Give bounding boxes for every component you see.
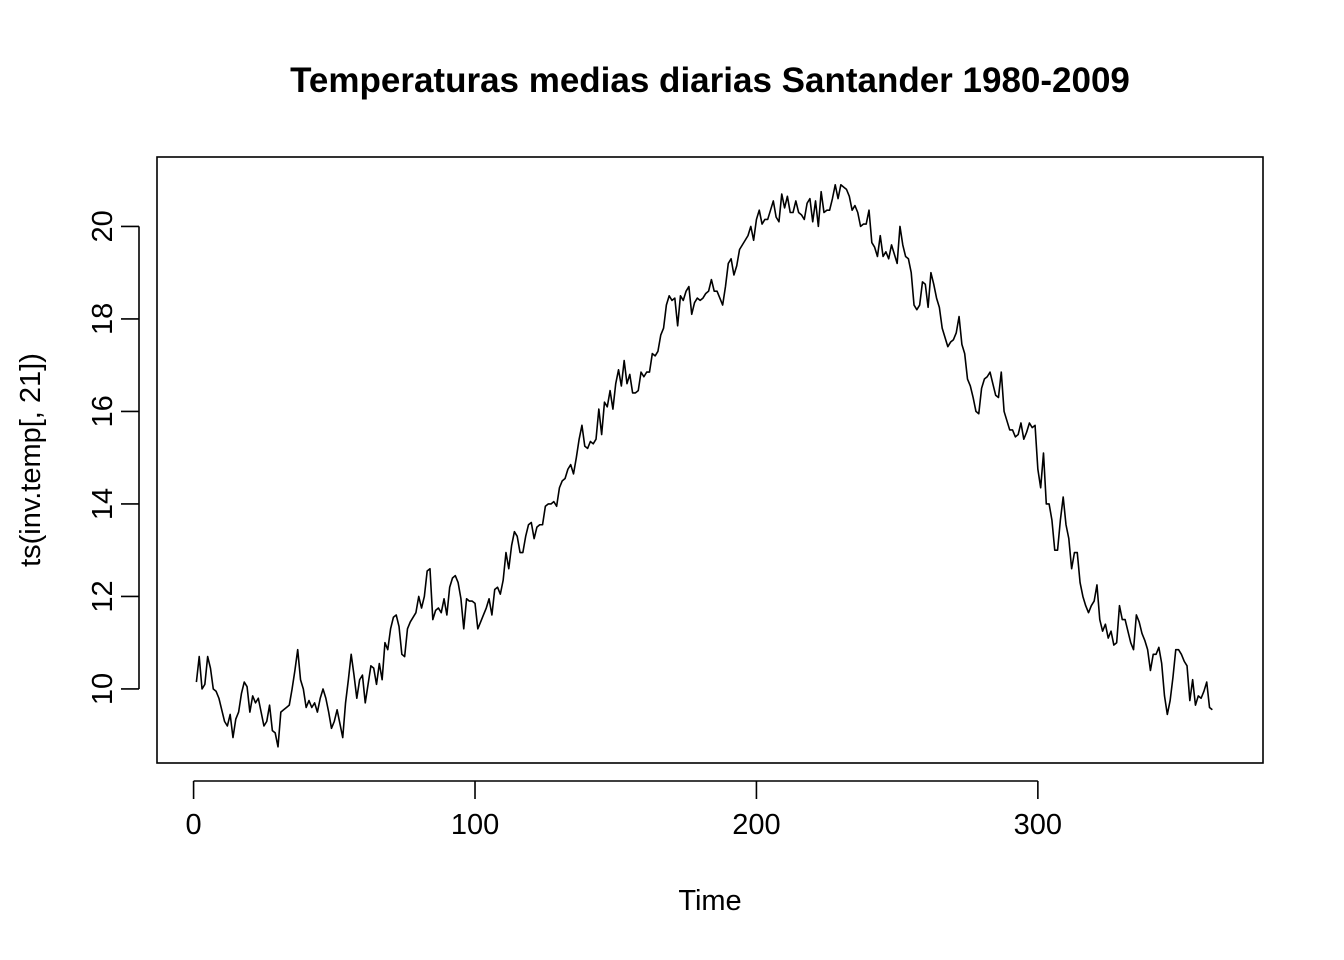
chart-title: Temperaturas medias diarias Santander 19… — [290, 61, 1130, 100]
x-tick-label: 300 — [1014, 809, 1062, 841]
y-tick-label: 12 — [87, 580, 119, 612]
y-tick-label: 10 — [87, 673, 119, 705]
y-axis-label: ts(inv.temp[, 21]) — [15, 353, 47, 567]
x-tick-label: 0 — [186, 809, 202, 841]
y-tick-label: 18 — [87, 303, 119, 335]
plot-frame — [156, 156, 1264, 764]
y-tick-label: 14 — [87, 488, 119, 520]
y-axis: 10 12 14 16 18 20 — [87, 210, 140, 705]
y-tick-label: 16 — [87, 395, 119, 427]
x-axis: 0 100 200 300 — [186, 780, 1062, 841]
y-tick-label: 20 — [87, 210, 119, 242]
series-layer — [195, 183, 1213, 748]
series-line — [195, 183, 1213, 748]
x-axis-label: Time — [678, 885, 741, 917]
x-tick-label: 200 — [732, 809, 780, 841]
x-tick-label: 100 — [451, 809, 499, 841]
